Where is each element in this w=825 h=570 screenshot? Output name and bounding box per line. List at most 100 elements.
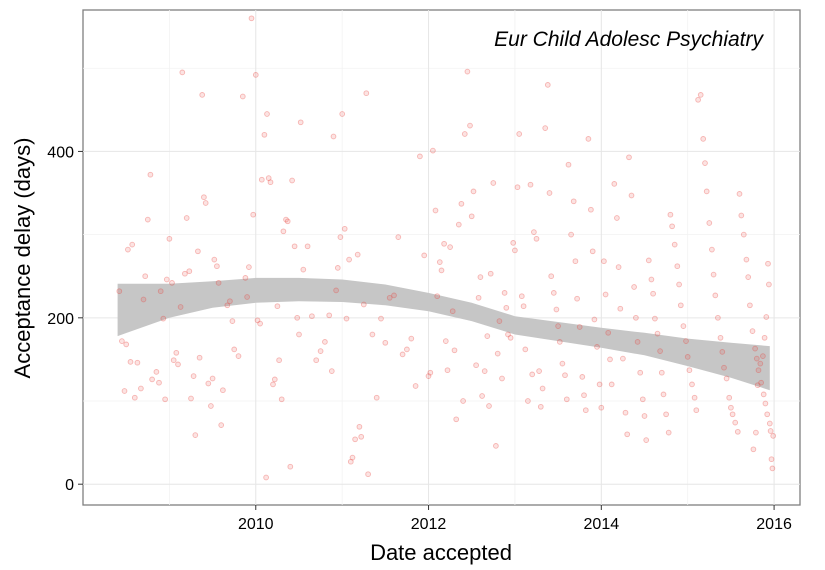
- data-point: [615, 264, 622, 270]
- data-point: [747, 302, 753, 309]
- data-point: [501, 290, 508, 296]
- data-point: [436, 259, 443, 265]
- data-point: [693, 407, 700, 414]
- data-point: [736, 191, 743, 197]
- data-point: [680, 323, 687, 329]
- data-point: [648, 276, 655, 283]
- data-point: [710, 271, 717, 278]
- data-point: [300, 266, 307, 273]
- axis-ticks: 2010 2012 2014 2016 0 200 400: [47, 144, 792, 533]
- data-point: [196, 354, 203, 361]
- data-point: [294, 314, 301, 321]
- data-point: [490, 180, 497, 186]
- data-point: [525, 398, 531, 404]
- data-point: [750, 446, 757, 453]
- data-point: [667, 211, 674, 218]
- data-point: [527, 181, 534, 188]
- data-point: [766, 420, 773, 427]
- data-point: [330, 133, 337, 140]
- data-point: [341, 225, 348, 232]
- data-point: [265, 175, 272, 181]
- data-point: [684, 354, 691, 360]
- data-point: [572, 258, 579, 265]
- data-point: [328, 368, 335, 374]
- data-point: [131, 394, 138, 401]
- data-point: [745, 274, 752, 280]
- data-point: [475, 294, 482, 301]
- data-point: [386, 294, 393, 301]
- data-point: [125, 246, 131, 253]
- data-point: [665, 429, 672, 436]
- data-point: [199, 92, 206, 98]
- y-axis-title: Acceptance delay (days): [10, 138, 35, 379]
- data-point: [334, 265, 341, 271]
- data-point: [602, 291, 609, 298]
- data-point: [700, 136, 707, 142]
- data-point: [663, 411, 669, 418]
- data-point: [657, 348, 663, 354]
- data-point: [505, 331, 511, 338]
- data-point: [460, 398, 466, 404]
- data-point: [264, 111, 270, 117]
- data-point: [442, 338, 449, 344]
- data-point: [363, 90, 370, 97]
- data-point: [477, 274, 484, 280]
- data-point: [309, 313, 315, 320]
- y-tick-label: 400: [47, 144, 74, 161]
- data-point: [695, 96, 701, 103]
- data-point: [464, 68, 471, 75]
- data-point: [754, 382, 761, 389]
- data-point: [637, 369, 644, 376]
- data-point: [461, 131, 468, 137]
- data-point: [149, 376, 155, 383]
- data-point: [182, 270, 188, 277]
- data-point: [337, 234, 344, 240]
- data-point: [144, 216, 151, 223]
- data-point: [156, 379, 162, 386]
- data-point: [715, 314, 721, 321]
- data-point: [758, 379, 764, 386]
- data-point: [522, 346, 529, 353]
- data-point: [726, 394, 733, 401]
- data-point: [224, 302, 231, 309]
- data-point: [548, 273, 555, 280]
- data-point: [163, 276, 170, 283]
- data-point: [493, 443, 499, 449]
- data-point: [250, 211, 257, 218]
- data-point: [576, 324, 583, 330]
- data-point: [539, 385, 546, 392]
- data-point: [129, 241, 136, 248]
- data-point: [762, 400, 769, 407]
- data-point: [617, 305, 624, 312]
- data-point: [326, 312, 333, 319]
- data-point: [654, 330, 661, 337]
- data-point: [278, 396, 285, 403]
- data-point: [601, 258, 607, 265]
- data-point: [289, 177, 295, 184]
- data-point: [768, 456, 775, 463]
- data-point: [404, 346, 410, 353]
- data-point: [304, 243, 311, 250]
- data-point: [449, 308, 456, 315]
- data-point: [544, 82, 551, 88]
- data-point: [438, 267, 445, 274]
- data-point: [257, 320, 263, 327]
- data-point: [195, 248, 201, 255]
- journal-annotation: Eur Child Adolesc Psychiatry: [494, 28, 764, 51]
- data-point: [591, 316, 598, 323]
- data-point: [626, 154, 632, 161]
- data-point: [760, 391, 767, 398]
- data-point: [214, 263, 220, 270]
- data-point: [643, 437, 650, 443]
- data-point: [671, 241, 678, 248]
- data-point: [677, 302, 684, 309]
- data-point: [770, 433, 777, 439]
- data-point: [764, 411, 771, 418]
- data-point: [555, 323, 561, 329]
- data-point: [358, 433, 365, 440]
- data-point: [432, 207, 439, 214]
- data-point: [518, 293, 525, 300]
- data-point: [589, 248, 596, 255]
- data-point: [717, 334, 724, 341]
